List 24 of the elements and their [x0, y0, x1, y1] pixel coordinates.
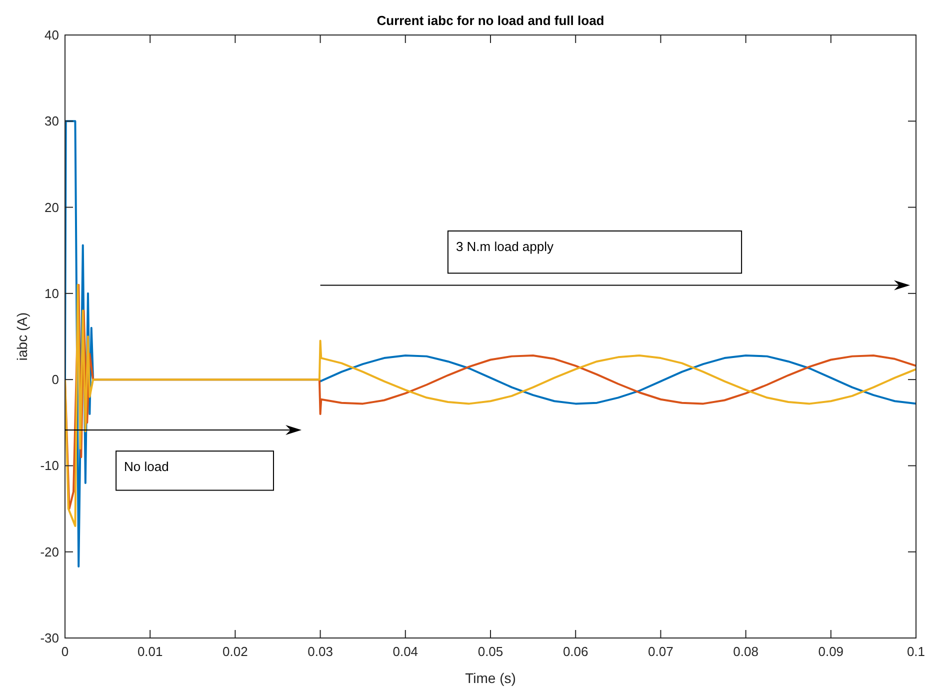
x-tick-label: 0.03 — [308, 644, 333, 659]
x-tick-label: 0.07 — [648, 644, 674, 659]
y-tick-label: -30 — [40, 630, 59, 646]
x-tick-label: 0.09 — [818, 644, 844, 659]
chart-title: Current iabc for no load and full load — [376, 13, 604, 28]
y-tick-label: -10 — [40, 458, 59, 474]
annotation: 3 N.m load apply — [456, 238, 554, 254]
x-tick-label: 0.04 — [392, 644, 418, 659]
y-tick-label: 20 — [44, 200, 59, 215]
y-tick-label: -20 — [40, 544, 59, 560]
y-tick-label: 10 — [44, 286, 59, 301]
x-tick-label: 0.02 — [222, 644, 248, 659]
y-axis-title: iabc (A) — [14, 312, 30, 361]
x-tick-label: 0.01 — [137, 644, 163, 659]
y-tick-label: 40 — [44, 28, 59, 42]
x-tick-label: 0.06 — [562, 644, 588, 659]
x-tick-label: 0 — [61, 644, 69, 659]
x-tick-label: 0.05 — [478, 644, 504, 659]
y-tick-label: 0 — [52, 372, 59, 388]
y-tick-label: 30 — [44, 114, 59, 129]
annotation: No load — [124, 459, 169, 474]
x-axis-title: Time (s) — [465, 670, 516, 686]
x-tick-label: 0.1 — [906, 644, 926, 659]
x-tick-label: 0.08 — [733, 644, 758, 659]
